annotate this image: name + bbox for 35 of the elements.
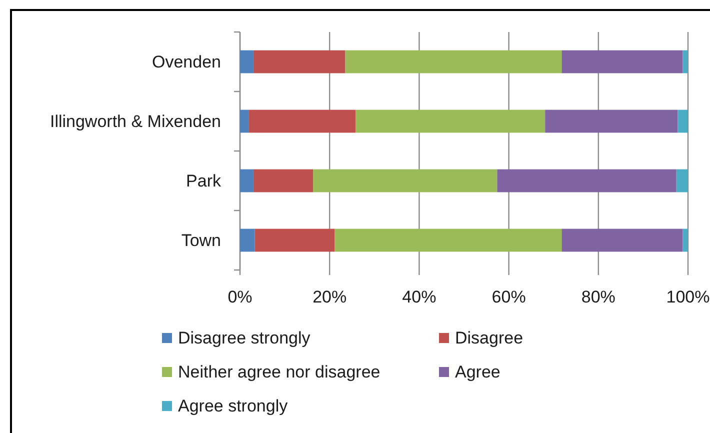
bar xyxy=(562,50,683,74)
bar xyxy=(240,50,254,74)
bar xyxy=(248,110,356,133)
bar xyxy=(254,228,335,252)
y-tick-label: Park xyxy=(186,171,222,190)
bar xyxy=(313,169,498,192)
bar xyxy=(676,169,688,192)
legend-label: Disagree xyxy=(455,328,524,348)
x-tick-label: 40% xyxy=(402,288,436,306)
y-tick-label: Illingworth & Mixenden xyxy=(50,112,221,131)
x-tick-label: 60% xyxy=(492,288,526,306)
legend-label: Neither agree nor disagree xyxy=(178,362,380,382)
legend-label: Agree strongly xyxy=(178,396,288,416)
x-tick-label: 0% xyxy=(228,288,252,306)
bar xyxy=(334,228,562,252)
bar xyxy=(240,228,255,252)
bar xyxy=(345,50,562,74)
legend-label: Disagree strongly xyxy=(178,328,311,348)
y-tick-label: Town xyxy=(181,230,221,250)
x-tick-label: 80% xyxy=(581,288,616,306)
bar xyxy=(240,169,254,192)
bar xyxy=(678,110,688,133)
bar xyxy=(253,50,346,74)
legend-label: Agree xyxy=(455,362,500,382)
bar xyxy=(682,228,688,252)
bar xyxy=(545,110,678,133)
bar xyxy=(682,50,688,74)
bar xyxy=(497,169,676,192)
y-tick-label: Ovenden xyxy=(152,52,221,72)
bar xyxy=(240,110,249,133)
bar xyxy=(562,228,683,252)
bar xyxy=(253,169,314,192)
bar xyxy=(356,110,546,133)
x-tick-label: 20% xyxy=(312,288,347,306)
x-tick-label: 100% xyxy=(666,288,710,306)
